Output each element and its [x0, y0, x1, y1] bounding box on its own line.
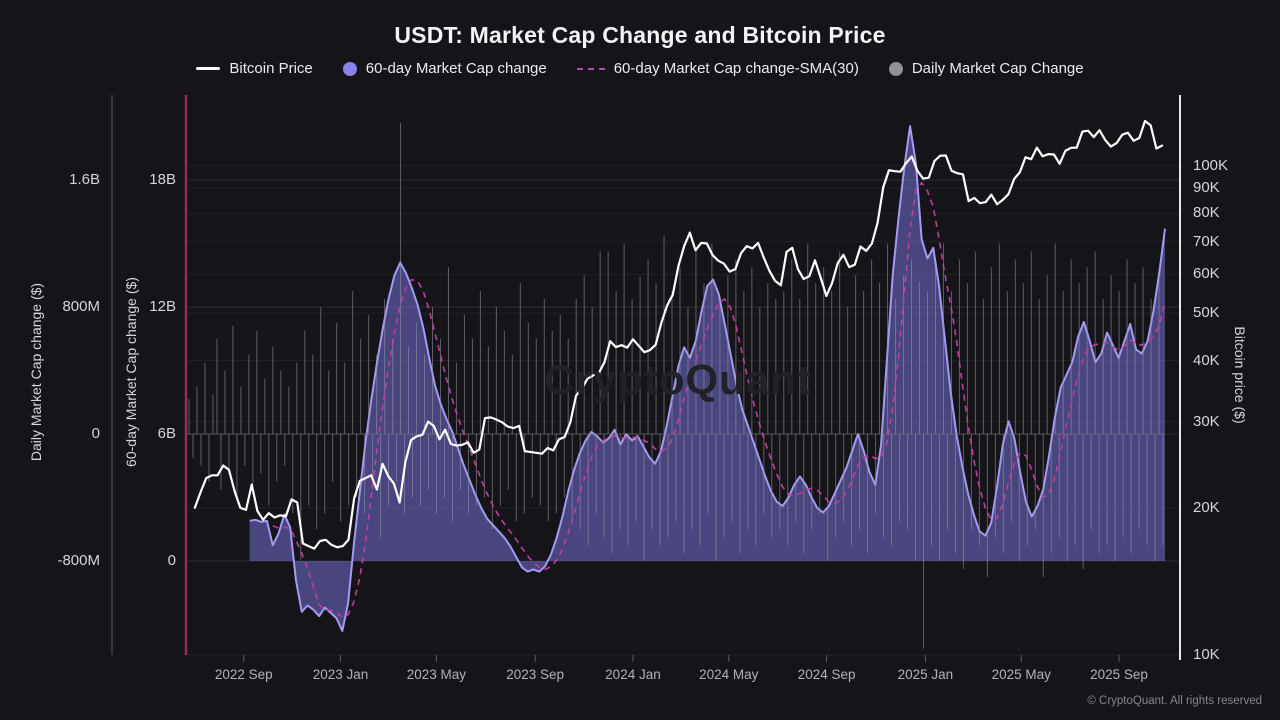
daily-tick-label: 1.6B	[69, 170, 100, 188]
time-tick-label: 2023 Sep	[506, 667, 565, 682]
dot-swatch-icon	[888, 61, 903, 76]
page-title: USDT: Market Cap Change and Bitcoin Pric…	[394, 22, 886, 48]
time-tick-label: 2025 May	[991, 667, 1051, 682]
legend-item-daily-change[interactable]: Daily Market Cap Change	[888, 60, 1084, 77]
line-swatch-icon	[196, 67, 221, 70]
btc-tick-label: 100K	[1193, 156, 1229, 174]
time-tick-label: 2024 Sep	[797, 667, 856, 682]
time-tick-label: 2024 Jan	[605, 667, 661, 682]
time-tick-label: 2022 Sep	[214, 667, 273, 682]
btc-tick-label: 20K	[1193, 498, 1220, 516]
mc60-tick-label: 6B	[157, 425, 176, 443]
btc-tick-label: 10K	[1193, 646, 1220, 663]
daily-tick-label: 800M	[62, 297, 100, 315]
btc-tick-label: 60K	[1193, 265, 1220, 283]
mc60-tick-label: 0	[167, 552, 176, 570]
watermark: CryptoQuant	[544, 356, 812, 403]
mc60-tick-label: 12B	[149, 298, 176, 316]
legend-label: Daily Market Cap Change	[911, 60, 1084, 77]
daily-tick-label: -800M	[57, 552, 100, 569]
btc-tick-label: 40K	[1193, 351, 1220, 369]
legend-item-60day-change[interactable]: 60-day Market Cap change	[342, 60, 547, 77]
dash-swatch-icon	[576, 67, 605, 70]
footer-copyright: © CryptoQuant. All rights reserved	[1087, 695, 1262, 707]
btc-tick-label: 70K	[1193, 232, 1220, 250]
time-tick-label: 2025 Jan	[897, 667, 954, 682]
btc-tick-label: 80K	[1193, 204, 1220, 222]
legend-label: 60-day Market Cap change	[365, 60, 547, 77]
btc-tick-label: 30K	[1193, 412, 1220, 430]
legend-item-60day-sma[interactable]: 60-day Market Cap change-SMA(30)	[576, 60, 859, 77]
time-tick-label: 2024 May	[699, 667, 759, 682]
time-tick-label: 2023 May	[406, 667, 467, 682]
time-tick-label: 2023 Jan	[312, 667, 369, 682]
btc-tick-label: 90K	[1193, 179, 1220, 197]
dot-swatch-icon	[342, 61, 357, 76]
legend: Bitcoin Price 60-day Market Cap change 6…	[0, 60, 1280, 77]
legend-label: 60-day Market Cap change-SMA(30)	[613, 60, 859, 77]
mc60-tick-label: 18B	[149, 171, 176, 189]
legend-item-bitcoin-price[interactable]: Bitcoin Price	[196, 60, 313, 77]
btc-tick-label: 50K	[1193, 304, 1220, 322]
legend-label: Bitcoin Price	[229, 60, 313, 77]
time-tick-label: 2025 Sep	[1090, 667, 1148, 682]
daily-tick-label: 0	[91, 424, 100, 442]
